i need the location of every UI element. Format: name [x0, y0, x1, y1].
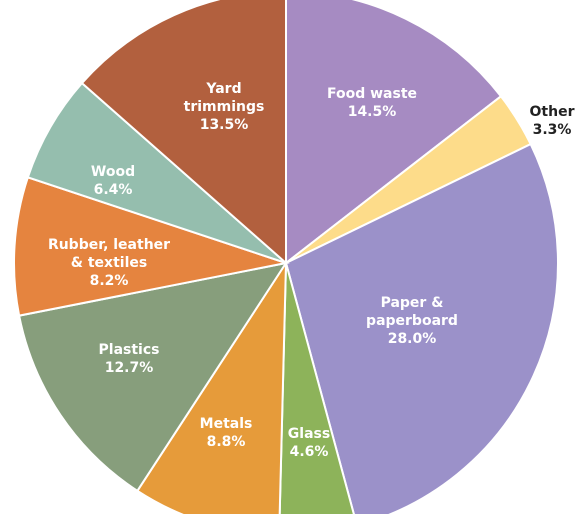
slice-value-label: 8.8%: [207, 434, 246, 450]
slice-value-label: 6.4%: [94, 182, 133, 198]
slice-value-label: 13.5%: [200, 117, 249, 133]
pie-labels: Food waste 14.5% Other 3.3% Paper & paperboar…: [48, 81, 575, 460]
pie-slice-0: [285, 0, 503, 266]
pie-slice-8: [80, 0, 287, 266]
slice-value-label: 8.2%: [90, 273, 129, 289]
pie-slice-4: [135, 259, 288, 514]
slice-value-label: 14.5%: [348, 104, 397, 120]
slice-category-label: Metals: [200, 416, 253, 432]
pie-slice-label-1: Other 3.3%: [530, 104, 575, 138]
slice-category-label: paperboard: [366, 313, 458, 329]
slice-category-label: Paper &: [381, 295, 444, 311]
slice-value-label: 4.6%: [290, 444, 329, 460]
slice-category-label: Rubber, leather: [48, 237, 170, 253]
slice-value-label: 3.3%: [533, 122, 572, 138]
slice-category-label: Plastics: [99, 342, 160, 358]
slice-category-label: Other: [530, 104, 575, 120]
pie-slice-label-3: Glass 4.6%: [288, 426, 330, 460]
slice-category-label: Food waste: [327, 86, 417, 102]
pie-slice-label-5: Plastics 12.7%: [99, 342, 160, 376]
pie-slice-label-8: Yard trimmings 13.5%: [184, 81, 265, 133]
slice-value-label: 12.7%: [105, 360, 154, 376]
slice-category-label: trimmings: [184, 99, 265, 115]
slice-category-label: & textiles: [71, 255, 147, 271]
pie-slice-3: [278, 262, 355, 514]
pie-slice-5: [17, 261, 289, 493]
slice-category-label: Yard: [205, 81, 241, 97]
pie-slice-label-6: Rubber, leather & textiles 8.2%: [48, 237, 170, 289]
slice-category-label: Glass: [288, 426, 330, 442]
pie-slice-label-2: Paper & paperboard 28.0%: [366, 295, 458, 347]
pie-slice-label-4: Metals 8.8%: [200, 416, 253, 450]
pie-slice-label-7: Wood 6.4%: [91, 164, 135, 198]
pie-slice-6: [13, 176, 290, 317]
pie-slice-label-0: Food waste 14.5%: [327, 86, 417, 120]
pie-slice-2: [284, 142, 560, 514]
pie-slices: [13, 0, 560, 514]
slice-category-label: Wood: [91, 164, 135, 180]
slice-value-label: 28.0%: [388, 331, 437, 347]
